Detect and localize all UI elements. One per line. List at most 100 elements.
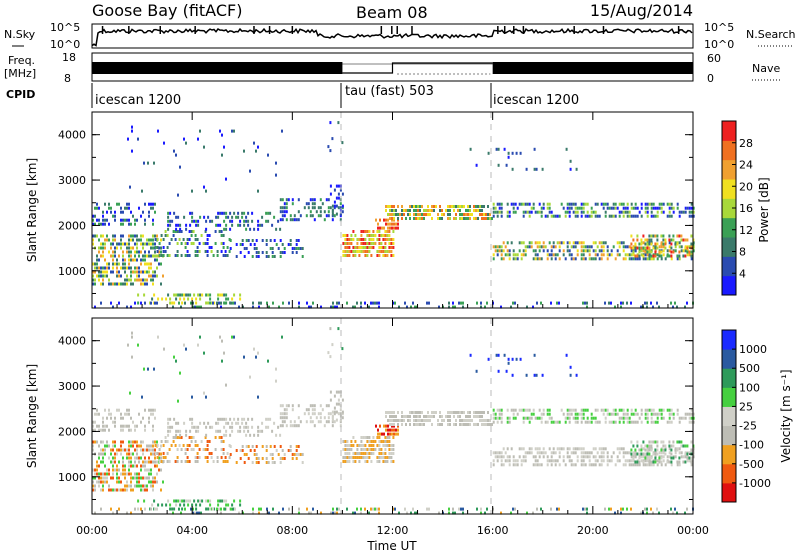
range-cell [514,416,517,420]
range-cell [380,456,383,459]
range-cell [143,367,145,371]
range-cell [116,408,118,412]
range-cell [122,218,124,222]
range-cell [114,440,116,444]
range-cell [120,424,122,428]
range-cell [170,444,173,447]
range-cell [405,415,407,418]
range-cell [676,511,678,515]
cpid-segment-1: icescan 1200 [95,93,181,108]
range-cell [124,278,126,282]
range-cell [481,217,483,220]
range-cell [120,274,122,278]
range-cell [409,213,411,216]
range-cell [622,249,625,253]
range-cell [346,448,349,451]
range-cell [660,206,663,210]
range-cell [608,206,611,210]
range-cell [662,455,665,459]
range-cell [237,429,240,433]
range-cell [568,206,571,210]
range-cell [395,419,397,422]
range-cell [650,214,653,218]
range-cell [295,457,298,460]
range-cell [385,415,387,418]
range-cell [192,301,194,305]
range-cell [588,249,591,253]
range-cell [247,211,250,215]
range-cell [534,253,537,257]
range-cell [514,408,517,412]
range-cell [335,196,338,200]
range-cell [508,459,511,463]
range-cell [435,411,437,414]
range-cell [154,460,156,464]
range-cell [630,214,633,218]
range-cell [96,234,98,238]
range-cell [364,436,367,439]
range-cell [197,429,200,433]
range-cell [656,440,659,444]
range-cell [560,408,563,412]
range-cell [522,202,525,206]
range-cell [374,448,377,451]
range-cell [680,444,683,448]
range-cell [114,424,116,428]
range-cell [154,464,156,468]
range-cell [235,215,238,219]
range-cell [173,301,176,305]
range-cell [283,420,286,424]
range-cell [648,202,651,206]
range-cell [405,423,407,426]
range-cell [225,177,227,181]
range-cell [352,456,355,459]
range-cell [128,218,130,222]
range-cell [516,253,519,257]
range-cell [612,412,615,416]
range-cell [234,507,236,511]
range-cell [421,217,423,220]
range-cell [618,420,621,424]
range-cell [258,305,260,309]
range-cell [348,254,351,257]
range-cell [191,395,193,399]
range-cell [334,511,336,515]
range-cell [428,507,430,511]
range-cell [650,234,653,238]
range-cell [656,206,659,210]
range-cell [447,205,449,208]
range-cell [644,456,647,460]
range-cell [650,444,653,448]
range-cell [496,416,499,420]
range-cell [120,210,122,214]
range-cell [299,420,302,424]
range-cell [670,412,673,416]
range-cell [524,416,527,420]
velocity-colorbar-segment [722,425,736,446]
range-cell [165,297,168,301]
range-cell [670,214,673,218]
range-cell [471,419,473,422]
range-cell [638,210,641,214]
range-cell [152,460,154,464]
range-cell [148,266,150,270]
range-cell [516,412,519,416]
range-cell [118,488,120,492]
range-cell [606,451,609,455]
range-cell [220,242,223,245]
x-axis-label: Time UT [366,539,417,553]
range-cell [465,423,467,426]
range-cell [140,258,142,262]
range-cell [630,463,633,467]
range-cell [122,456,124,460]
range-cell [656,210,659,214]
range-cell [552,420,555,424]
range-cell [287,198,290,202]
range-cell [648,448,651,452]
range-cell [134,464,136,468]
range-cell [616,412,619,416]
range-cell [297,424,300,428]
range-cell [580,210,583,214]
range-cell [154,202,156,206]
range-cell [297,247,300,250]
